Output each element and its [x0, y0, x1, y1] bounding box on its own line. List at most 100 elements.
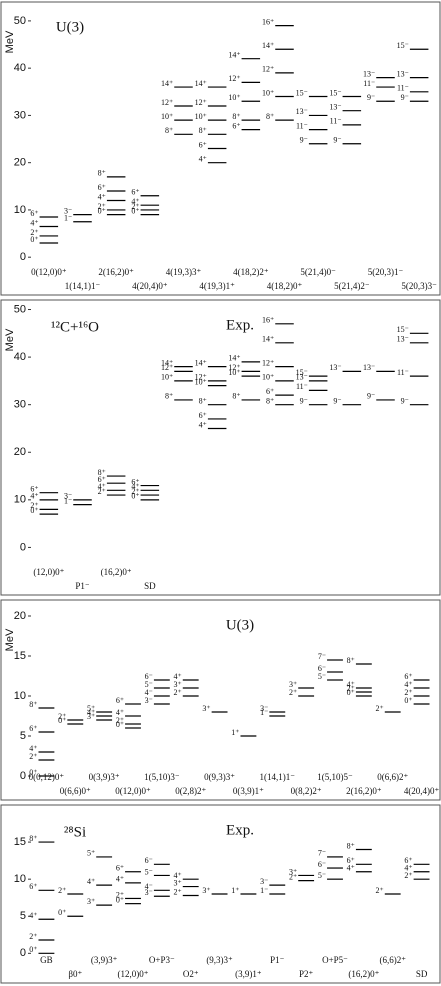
spin-label: 4⁺ [199, 420, 207, 429]
spin-label: 15⁻ [296, 368, 308, 377]
spin-label: 6⁺ [30, 209, 38, 218]
spin-label: 13⁻ [296, 373, 308, 382]
group-label: 0(12,0)0⁺ [115, 786, 151, 796]
spin-label: 2⁺ [404, 688, 412, 697]
spin-label: 2⁺ [376, 886, 384, 895]
spin-label: 4⁺ [98, 482, 106, 491]
spin-label: 0⁺ [347, 688, 355, 697]
spin-label: 11⁻ [296, 121, 308, 130]
spin-label: 1⁻ [64, 214, 72, 223]
spin-label: 6⁺ [347, 856, 355, 865]
panel-frame [0, 599, 441, 801]
spin-label: 15⁻ [397, 325, 409, 334]
spin-label: 6⁻ [318, 664, 326, 673]
spin-label: 4⁺ [404, 680, 412, 689]
spin-label: 6⁺ [404, 856, 412, 865]
spin-label: 8⁺ [347, 656, 355, 665]
spin-label: 12⁺ [228, 74, 240, 83]
spin-label: 0⁺ [404, 696, 412, 705]
spin-label: 6⁻ [145, 672, 153, 681]
spin-label: 2⁺ [116, 890, 124, 899]
spin-label: 10⁺ [161, 373, 173, 382]
spin-label: 9⁻ [401, 397, 409, 406]
group-label: 0(0,12)0⁺ [29, 772, 65, 782]
group-label: P1⁻ [75, 581, 90, 591]
spin-label: 5⁻ [145, 680, 153, 689]
spin-label: 13⁻ [397, 335, 409, 344]
group-label: 0(2,8)2⁺ [175, 786, 206, 796]
spin-label: 6⁺ [30, 485, 38, 494]
y-tick-label: 10 [14, 204, 26, 216]
spin-label: 6⁺ [199, 140, 207, 149]
spin-label: 2⁺ [29, 752, 37, 761]
spin-label: 11⁻ [296, 382, 308, 391]
spin-label: 6⁺ [266, 387, 274, 396]
y-tick-label: 15 [14, 836, 26, 848]
group-label: 4(19,3)3⁺ [166, 267, 202, 277]
spin-label: 12⁺ [228, 363, 240, 372]
spin-label: 8⁺ [29, 700, 37, 709]
spin-label: 15⁻ [296, 88, 308, 97]
spin-label: 3⁻ [145, 888, 153, 897]
group-label: (3,9)1⁺ [235, 969, 262, 979]
spin-label: 3⁺ [202, 886, 210, 895]
group-label: O2⁺ [183, 969, 199, 979]
group-label: 1(14,1)1⁻ [65, 281, 101, 291]
panel-label: ¹²C+¹⁶O [51, 319, 99, 335]
spin-label: 13⁻ [296, 107, 308, 116]
group-label: GB [40, 955, 53, 965]
group-label: 4(19,3)1⁺ [199, 281, 235, 291]
panel-title: U(3) [56, 19, 84, 35]
spin-label: 4⁺ [87, 877, 95, 886]
spin-label: 12⁺ [161, 98, 173, 107]
panel: 05101520MeVU(3)0⁺2⁺4⁺6⁺8⁺0(0,12)0⁺0⁺2⁺0(… [0, 599, 441, 801]
panel-frame [0, 804, 441, 984]
spin-label: 13⁻ [329, 363, 341, 372]
panel-label: ²⁸Si [64, 824, 86, 840]
spin-label: 6⁺ [116, 696, 124, 705]
spin-label: 4⁺ [87, 708, 95, 717]
y-axis-label: MeV [4, 328, 16, 351]
spin-label: 0⁺ [30, 506, 38, 515]
group-label: O+P5⁻ [322, 955, 348, 965]
spin-label: 3⁻ [260, 877, 268, 886]
spin-label: 4⁺ [30, 218, 38, 227]
spin-label: 2⁺ [174, 688, 182, 697]
spin-label: 12⁺ [262, 358, 274, 367]
spin-label: 6⁻ [318, 860, 326, 869]
spin-label: 6⁺ [131, 477, 139, 486]
spin-label: 8⁺ [266, 112, 274, 121]
group-label: 0(12,0)0⁺ [31, 267, 67, 277]
spin-label: 10⁺ [195, 377, 207, 386]
spin-label: 0⁺ [116, 895, 124, 904]
spin-label: 10⁺ [262, 88, 274, 97]
spin-label: 9⁻ [367, 93, 375, 102]
group-label: 0(6,6)0⁺ [60, 786, 91, 796]
spin-label: 1⁺ [231, 728, 239, 737]
spin-label: 6⁺ [404, 672, 412, 681]
spin-label: 3⁻ [64, 206, 72, 215]
spin-label: 2⁺ [116, 716, 124, 725]
spin-label: 9⁻ [300, 136, 308, 145]
group-label: (6,6)2⁺ [379, 955, 406, 965]
spin-label: 2⁺ [58, 886, 66, 895]
spin-label: 2⁺ [30, 228, 38, 237]
spin-label: 4⁺ [131, 482, 139, 491]
spin-label: 6⁺ [98, 183, 106, 192]
spin-label: 4⁻ [145, 688, 153, 697]
spin-label: 12⁺ [195, 373, 207, 382]
spin-label: 9⁻ [367, 392, 375, 401]
y-tick-label: 30 [14, 109, 26, 121]
spin-label: 0⁺ [131, 206, 139, 215]
spin-label: 5⁻ [318, 672, 326, 681]
spin-label: 14⁺ [195, 358, 207, 367]
group-label: O+P3⁻ [149, 955, 175, 965]
spin-label: 1⁻ [260, 886, 268, 895]
group-label: β0⁺ [68, 969, 82, 979]
group-label: 4(20,4)0⁺ [404, 786, 440, 796]
spin-label: 8⁺ [29, 834, 37, 843]
spin-label: 5⁺ [87, 849, 95, 858]
group-label: 5(20,3)1⁻ [368, 267, 404, 277]
spin-label: 15⁻ [397, 41, 409, 50]
